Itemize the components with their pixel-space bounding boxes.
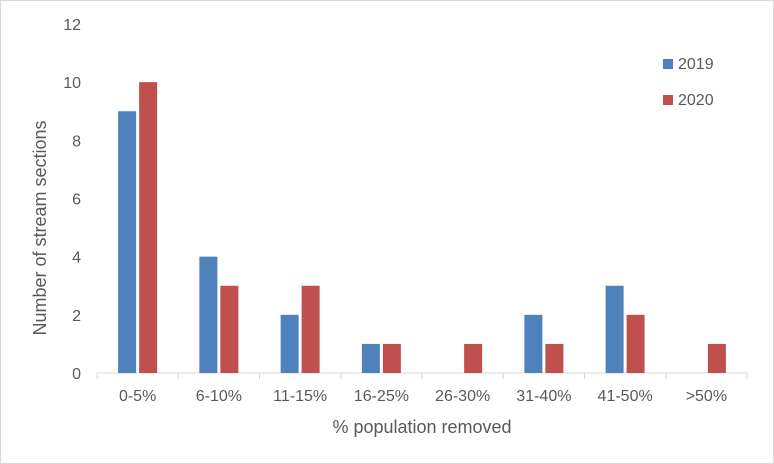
x-tick-label: 6-10% — [196, 388, 242, 405]
bars — [118, 82, 726, 374]
legend: 2019 2020 — [663, 56, 714, 109]
y-tick-label: 10 — [63, 75, 81, 92]
y-tick-label: 8 — [72, 133, 81, 150]
legend-swatch-2020 — [663, 95, 673, 105]
x-tick-label: 16-25% — [354, 388, 409, 405]
bar-2019-11-15% — [280, 314, 299, 373]
bar-2020->50% — [707, 343, 726, 373]
bar-2019-6-10% — [199, 256, 218, 373]
legend-swatch-2019 — [663, 59, 673, 69]
bar-2019-0-5% — [118, 111, 137, 373]
y-tick-label: 0 — [72, 366, 81, 383]
x-axis-tick-marks — [96, 373, 748, 379]
x-tick-label: >50% — [686, 388, 727, 405]
y-axis-title: Number of stream sections — [30, 120, 50, 335]
legend-label-2019: 2019 — [678, 56, 714, 73]
y-tick-label: 4 — [72, 250, 81, 267]
bar-2020-0-5% — [139, 82, 158, 374]
x-tick-label: 31-40% — [516, 388, 571, 405]
legend-label-2020: 2020 — [678, 92, 714, 109]
bar-2019-41-50% — [605, 285, 624, 373]
y-tick-label: 6 — [72, 192, 81, 209]
x-tick-label: 26-30% — [435, 388, 490, 405]
y-axis-ticks: 0 2 4 6 8 10 12 — [63, 17, 81, 383]
bar-2019-31-40% — [524, 314, 543, 373]
x-tick-label: 41-50% — [598, 388, 653, 405]
bar-2020-41-50% — [626, 314, 645, 373]
y-tick-label: 2 — [72, 308, 81, 325]
x-axis-labels: 0-5% 6-10% 11-15% 16-25% 26-30% 31-40% 41-50% >… — [119, 388, 727, 405]
bar-2020-11-15% — [301, 285, 320, 373]
bar-2020-31-40% — [545, 343, 564, 373]
x-tick-label: 11-15% — [273, 388, 327, 405]
x-axis-title: % population removed — [332, 417, 511, 437]
bar-2019-16-25% — [361, 343, 380, 373]
y-tick-label: 12 — [63, 17, 81, 34]
bar-2020-6-10% — [220, 285, 239, 373]
x-tick-label: 0-5% — [119, 388, 156, 405]
bar-2020-16-25% — [382, 343, 401, 373]
bar-2020-26-30% — [464, 343, 483, 373]
